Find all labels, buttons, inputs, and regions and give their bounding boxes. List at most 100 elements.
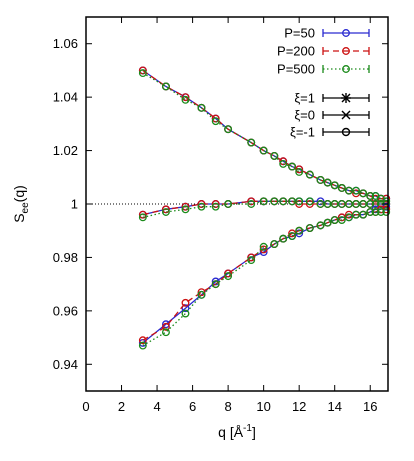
y-axis-label-main: S bbox=[11, 213, 27, 222]
y-tick-label: 1.04 bbox=[53, 90, 78, 105]
data-point bbox=[181, 298, 190, 307]
data-point bbox=[279, 234, 288, 243]
x-axis-label: q [Å-1] bbox=[218, 423, 256, 440]
legend-marker-circle bbox=[341, 127, 351, 137]
data-point bbox=[247, 200, 256, 208]
data-point bbox=[259, 146, 268, 155]
y-tick-label: 0.98 bbox=[53, 250, 78, 265]
legend-label: P=50 bbox=[284, 26, 315, 41]
data-point bbox=[316, 197, 325, 206]
data-point bbox=[138, 341, 147, 350]
data-point bbox=[197, 200, 206, 208]
data-point bbox=[270, 151, 279, 160]
data-point bbox=[259, 197, 268, 206]
data-point bbox=[295, 167, 304, 176]
data-point bbox=[197, 202, 206, 211]
series-line bbox=[142, 208, 387, 341]
data-point bbox=[138, 210, 147, 219]
series-line bbox=[142, 72, 387, 202]
y-tick-label: 0.94 bbox=[53, 357, 78, 372]
y-axis-label-sub: ee bbox=[20, 202, 31, 214]
data-point bbox=[295, 226, 304, 235]
x-tick-label: 12 bbox=[292, 399, 306, 414]
x-tick-label: 2 bbox=[118, 399, 125, 414]
x-axis-label-sup: -1 bbox=[243, 423, 252, 434]
legend-label: ξ=-1 bbox=[290, 125, 315, 140]
series-line bbox=[142, 206, 387, 344]
y-tick-label: 1.06 bbox=[53, 36, 78, 51]
series-line bbox=[142, 200, 387, 216]
x-tick-label: 10 bbox=[256, 399, 270, 414]
data-point bbox=[138, 69, 147, 78]
data-point bbox=[323, 178, 332, 187]
data-point bbox=[197, 103, 206, 112]
ticks-layer: 0 2 4 6 8 10 12 14 16 0.94 0.96 0.98 1 1.02 1.04 1.06 bbox=[53, 17, 388, 414]
y-axis-label-tail: (q) bbox=[11, 185, 27, 202]
legend-label: P=500 bbox=[277, 62, 315, 77]
y-tick-label: 1.02 bbox=[53, 143, 78, 158]
data-point bbox=[247, 197, 256, 206]
data-point bbox=[181, 205, 190, 214]
data-point bbox=[181, 93, 190, 102]
y-axis-label: See(q) bbox=[11, 185, 31, 223]
data-point bbox=[323, 218, 332, 227]
y-tick-label: 0.96 bbox=[53, 303, 78, 318]
data-point bbox=[359, 210, 368, 219]
data-point bbox=[224, 125, 233, 134]
data-point bbox=[279, 159, 288, 168]
data-point bbox=[259, 242, 268, 251]
data-point bbox=[181, 95, 190, 104]
legend-label: ξ=0 bbox=[294, 108, 315, 123]
legend-marker bbox=[342, 29, 350, 37]
data-point bbox=[161, 82, 170, 91]
data-point bbox=[270, 197, 279, 206]
data-point bbox=[371, 200, 380, 208]
x-tick-label: 16 bbox=[363, 399, 377, 414]
data-point bbox=[161, 205, 170, 214]
data-point bbox=[295, 200, 304, 208]
data-point bbox=[352, 186, 360, 195]
legend-marker bbox=[342, 47, 350, 55]
x-tick-label: 4 bbox=[153, 399, 160, 414]
series-layer bbox=[138, 66, 391, 350]
x-tick-label: 6 bbox=[189, 399, 196, 414]
data-point bbox=[288, 232, 297, 241]
data-point bbox=[366, 192, 375, 200]
data-point bbox=[211, 200, 220, 208]
data-point bbox=[211, 117, 220, 126]
data-point bbox=[224, 272, 233, 281]
data-point bbox=[359, 189, 368, 198]
legend: P=50 P=200 P=500 ξ=1 ξ=0 ξ=-1 bbox=[277, 26, 370, 140]
data-point bbox=[247, 256, 256, 265]
data-point bbox=[344, 213, 353, 222]
data-point bbox=[224, 200, 233, 208]
data-point bbox=[382, 208, 391, 216]
data-point bbox=[138, 336, 147, 345]
data-point bbox=[288, 162, 297, 171]
data-point bbox=[279, 197, 288, 206]
x-tick-label: 8 bbox=[225, 399, 232, 414]
x-tick-label: 0 bbox=[82, 399, 89, 414]
legend-marker bbox=[342, 65, 350, 73]
data-point bbox=[161, 328, 170, 337]
data-point bbox=[305, 197, 314, 206]
data-point bbox=[330, 181, 339, 190]
data-point bbox=[382, 194, 391, 203]
data-point bbox=[270, 240, 279, 249]
data-point bbox=[197, 290, 206, 299]
legend-marker-cross bbox=[341, 110, 351, 120]
data-point bbox=[181, 202, 190, 211]
data-point bbox=[197, 288, 206, 297]
legend-label: ξ=1 bbox=[294, 91, 315, 106]
series-line bbox=[142, 69, 387, 200]
data-point bbox=[161, 208, 170, 216]
data-point bbox=[211, 280, 220, 289]
data-point bbox=[316, 176, 325, 184]
data-point bbox=[161, 322, 170, 331]
x-axis-label-close: ] bbox=[252, 424, 256, 440]
data-point bbox=[316, 221, 325, 230]
data-point bbox=[138, 213, 147, 222]
data-point bbox=[366, 208, 375, 216]
